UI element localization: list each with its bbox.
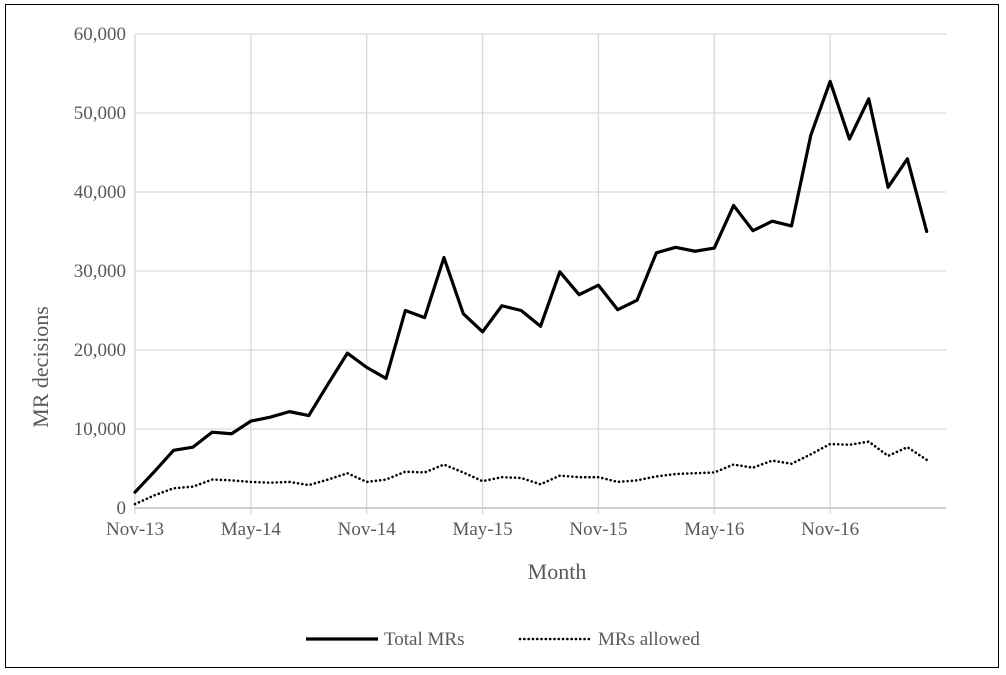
x-axis-ticks: Nov-13 May-14 Nov-14 May-15 Nov-15 May-16 Nov-…: [106, 519, 859, 540]
y-tick-label: 10,000: [74, 419, 126, 440]
y-tick-label: 60,000: [74, 24, 126, 45]
legend-label: Total MRs: [384, 629, 464, 650]
legend: Total MRs MRs allowed: [306, 629, 700, 650]
x-axis-title: Month: [528, 559, 587, 584]
series-line-mrs-allowed: [133, 440, 928, 506]
series-lines: [133, 79, 929, 506]
x-tick-label: Nov-14: [338, 519, 397, 540]
x-tick-label: Nov-15: [569, 519, 627, 540]
x-tick-label: May-14: [221, 519, 282, 540]
gridlines: [134, 33, 946, 514]
y-axis-ticks: 0 10,000 20,000 30,000 40,000 50,000 60,000: [74, 24, 126, 519]
y-tick-label: 0: [117, 498, 127, 519]
y-tick-label: 50,000: [74, 103, 126, 124]
y-axis-title: MR decisions: [28, 306, 53, 428]
series-line-total-mrs: [133, 79, 929, 494]
y-tick-label: 30,000: [74, 261, 126, 282]
chart-frame: 0 10,000 20,000 30,000 40,000 50,000 60,000 No…: [5, 4, 999, 668]
x-tick-label: Nov-16: [801, 519, 859, 540]
y-tick-label: 20,000: [74, 340, 126, 361]
x-tick-label: Nov-13: [106, 519, 164, 540]
line-chart: 0 10,000 20,000 30,000 40,000 50,000 60,000 No…: [28, 24, 946, 650]
y-tick-label: 40,000: [74, 182, 126, 203]
x-tick-label: May-16: [684, 519, 744, 540]
x-tick-label: May-15: [452, 519, 512, 540]
legend-label: MRs allowed: [598, 629, 700, 650]
